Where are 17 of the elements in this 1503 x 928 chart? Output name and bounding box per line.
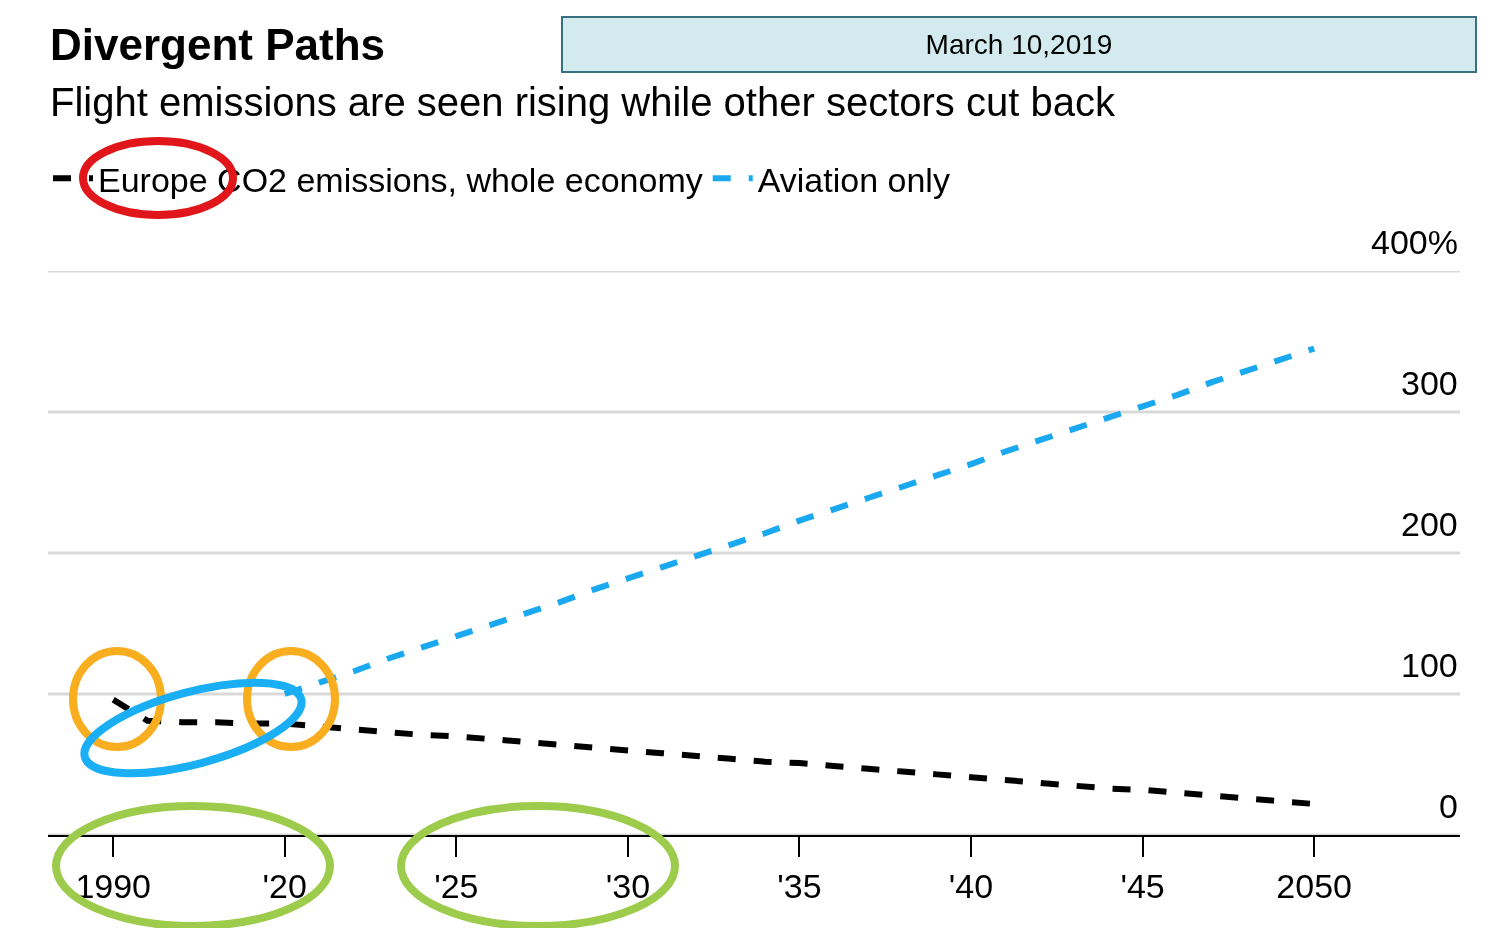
- x-tick-label: 1990: [75, 866, 152, 905]
- chart-title: Divergent Paths: [50, 20, 385, 70]
- y-tick-label: 400%: [1371, 223, 1458, 261]
- y-tick-label: 0: [1439, 787, 1458, 825]
- x-tick-label: '30: [605, 866, 651, 905]
- chart-subtitle: Flight emissions are seen rising while other sectors cut back: [50, 80, 1115, 125]
- y-tick-label: 100: [1401, 646, 1458, 684]
- x-tick-label: '35: [777, 866, 822, 905]
- y-tick-label: 300: [1401, 364, 1458, 402]
- x-tick-label: '25: [434, 866, 479, 905]
- x-tick-label: 2050: [1276, 866, 1352, 905]
- x-tick-label: '20: [262, 866, 307, 905]
- x-tick-label: '40: [948, 866, 994, 905]
- text: March 10,2019: [561, 16, 1477, 73]
- x-tick-label: '45: [1120, 866, 1165, 905]
- legend-label: Aviation only: [757, 160, 950, 199]
- y-tick-label: 200: [1401, 505, 1458, 543]
